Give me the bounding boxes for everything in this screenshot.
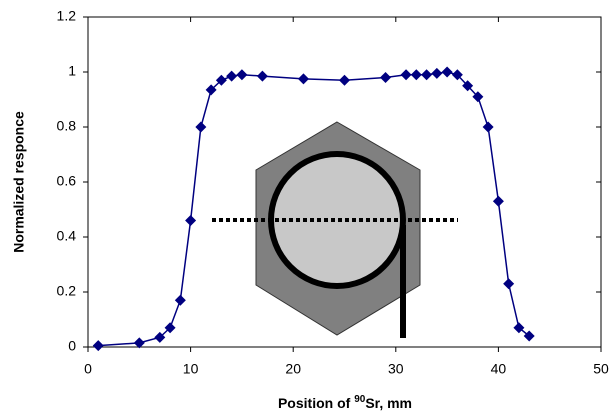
data-point — [482, 121, 494, 133]
y-tick-label: 0.6 — [57, 173, 77, 189]
x-axis-title: Position of 90Sr, mm — [278, 394, 412, 411]
data-point — [215, 74, 227, 86]
data-point — [421, 69, 433, 81]
series-line — [98, 71, 530, 347]
data-point — [441, 66, 453, 78]
data-point — [513, 322, 525, 334]
data-point — [503, 278, 515, 290]
data-point — [462, 80, 474, 92]
data-point — [451, 69, 463, 81]
x-title-sup: 90 — [354, 394, 366, 405]
x-tick-label: 0 — [84, 361, 92, 377]
data-point — [236, 69, 248, 81]
data-point — [400, 69, 412, 81]
y-tick-label: 0.2 — [57, 283, 77, 299]
data-point — [410, 69, 422, 81]
x-tick-label: 20 — [285, 361, 301, 377]
data-point — [174, 294, 186, 306]
data-point — [492, 195, 504, 207]
y-tick-label: 0.4 — [57, 228, 77, 244]
data-point — [164, 322, 176, 334]
data-point — [380, 72, 392, 83]
data-point — [339, 74, 350, 86]
x-tick-label: 40 — [491, 361, 507, 377]
data-point — [523, 330, 535, 342]
data-point — [256, 70, 268, 82]
data-point — [472, 91, 484, 103]
x-tick-label: 30 — [388, 361, 404, 377]
x-title-part: Sr, mm — [365, 395, 412, 411]
y-tick-label: 1.2 — [57, 8, 77, 24]
x-tick-label: 50 — [593, 361, 609, 377]
y-tick-label: 0.8 — [57, 118, 77, 134]
y-tick-label: 1 — [68, 63, 76, 79]
data-point — [297, 73, 309, 85]
data-point — [431, 67, 443, 79]
data-point — [133, 337, 145, 349]
data-point — [185, 215, 197, 226]
x-tick-label: 10 — [183, 361, 199, 377]
data-point — [205, 84, 217, 96]
data-point — [195, 121, 207, 133]
y-tick-label: 0 — [68, 338, 76, 354]
y-axis-title: Normalized responce — [11, 111, 27, 253]
data-point — [226, 70, 238, 82]
data-point — [154, 331, 166, 343]
inset-sketch — [212, 121, 458, 338]
data-point — [92, 340, 104, 352]
x-title-part: Position of — [278, 395, 354, 411]
